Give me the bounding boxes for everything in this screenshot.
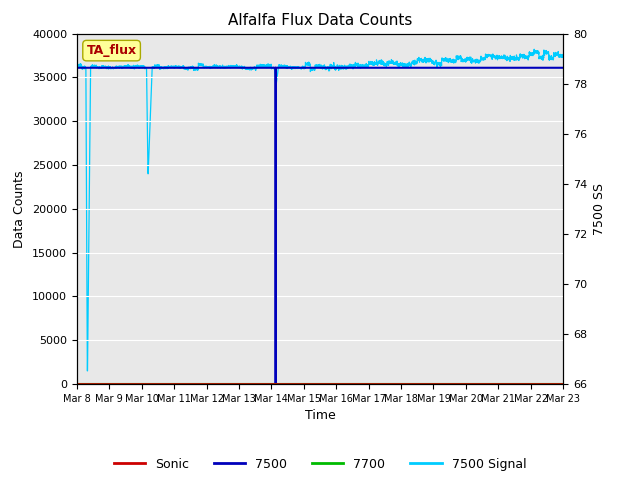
7500 Signal bbox=[157, 64, 165, 70]
Sonic bbox=[550, 381, 557, 387]
7700 bbox=[259, 381, 267, 387]
Title: Alfalfa Flux Data Counts: Alfalfa Flux Data Counts bbox=[228, 13, 412, 28]
Y-axis label: Data Counts: Data Counts bbox=[13, 170, 26, 248]
7500 bbox=[559, 65, 567, 71]
Sonic bbox=[280, 381, 288, 387]
Legend: Sonic, 7500, 7700, 7500 Signal: Sonic, 7500, 7700, 7500 Signal bbox=[109, 453, 531, 476]
7500 bbox=[115, 65, 122, 71]
7500 Signal bbox=[497, 53, 505, 59]
Line: 7500 Signal: 7500 Signal bbox=[77, 49, 563, 371]
Line: 7500: 7500 bbox=[77, 68, 563, 384]
Sonic bbox=[157, 381, 165, 387]
Y-axis label: 7500 SS: 7500 SS bbox=[593, 183, 605, 235]
X-axis label: Time: Time bbox=[305, 409, 335, 422]
7500 Signal bbox=[550, 51, 558, 57]
7700 bbox=[559, 381, 567, 387]
7500 bbox=[76, 65, 83, 71]
7500 bbox=[493, 65, 501, 71]
7500 bbox=[73, 65, 81, 71]
7700 bbox=[280, 381, 288, 387]
7700 bbox=[497, 381, 505, 387]
7500 Signal bbox=[129, 65, 136, 71]
Sonic bbox=[559, 381, 567, 387]
7700 bbox=[157, 381, 165, 387]
7500 bbox=[272, 381, 280, 387]
7700 bbox=[129, 381, 136, 387]
7500 bbox=[330, 65, 337, 71]
Sonic bbox=[497, 381, 505, 387]
Sonic bbox=[259, 381, 267, 387]
7500 Signal bbox=[531, 47, 538, 52]
7500 Signal bbox=[83, 368, 91, 374]
7500 Signal bbox=[559, 53, 567, 59]
7500 bbox=[338, 65, 346, 71]
7500 Signal bbox=[260, 63, 268, 69]
7500 bbox=[204, 65, 211, 71]
7500 Signal bbox=[73, 61, 81, 67]
Sonic bbox=[129, 381, 136, 387]
7700 bbox=[550, 381, 557, 387]
7500 Signal bbox=[281, 62, 289, 68]
Text: TA_flux: TA_flux bbox=[86, 44, 137, 57]
Sonic bbox=[73, 381, 81, 387]
7700 bbox=[73, 381, 81, 387]
